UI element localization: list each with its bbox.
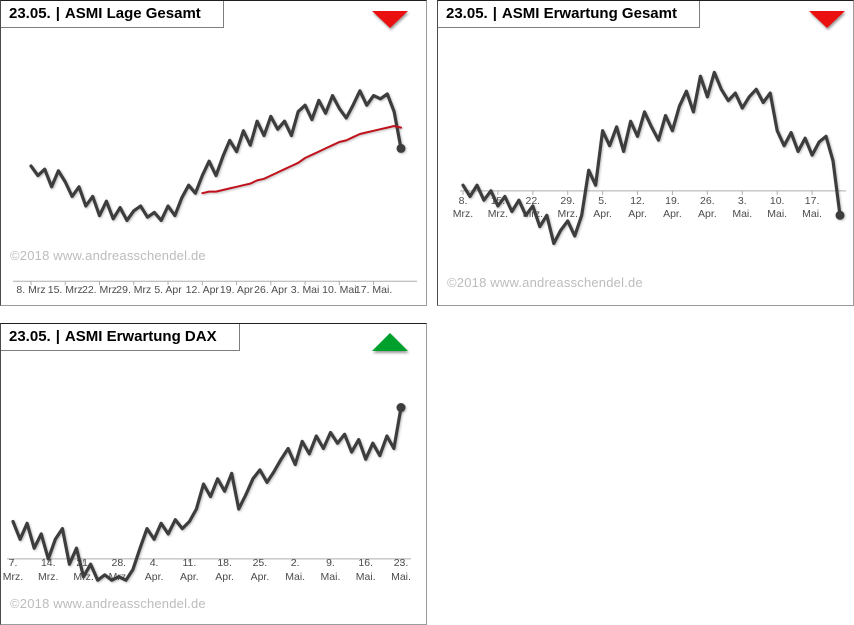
axis-tick-label: Apr. [145,571,164,583]
axis-tick-label: Mai. [356,571,376,583]
watermark: ©2018 www.andreasschendel.de [10,596,206,611]
axis-tick-label: 14. [41,557,56,569]
series-index_line [29,89,403,222]
title-name: ASMI Erwartung DAX [64,328,217,345]
axis-tick-label: Mai. [321,571,341,583]
axis-tick-label: 11. [182,557,196,569]
series-index_line [461,70,842,246]
axis-tick-label: Apr. [663,208,682,220]
axis-tick-label: 22. Mrz [82,284,117,296]
triangle-down-icon [372,11,408,28]
panel-asmi-lage-gesamt: 23.05. | ASMI Lage Gesamt 8. Mrz 15. Mrz 22.… [0,0,427,306]
axis-tick-label: 19. Apr [220,284,254,296]
axis-tick-label: Mrz. [558,208,578,220]
axis-tick-label: Mai. [391,571,411,583]
axis-tick-label: Apr. [180,571,199,583]
axis-tick-label: 10. Mai [322,284,356,296]
watermark: ©2018 www.andreasschendel.de [447,275,643,290]
title-separator: | [492,5,497,22]
series-end-dot [396,403,406,413]
axis-tick-label: 19. [665,195,680,207]
triangle-down-icon [809,11,845,28]
axis-tick-label: 8. [459,195,468,207]
title-separator: | [55,328,60,345]
panel-title: 23.05. | ASMI Erwartung DAX [1,324,240,351]
axis-tick-label: 8. Mrz [16,284,45,296]
watermark: ©2018 www.andreasschendel.de [10,248,206,263]
axis-tick-label: Mai. [767,208,787,220]
series-end-dot [396,143,406,153]
axis-tick-label: Apr. [628,208,647,220]
series-index_line [11,406,403,582]
title-date: 23.05. [9,328,51,345]
title-date: 23.05. [9,5,51,22]
axis-tick-label: 28. [112,557,127,569]
title-date: 23.05. [446,5,488,22]
chart-asmi-erwartung-dax: 7.Mrz.14.Mrz.21.Mrz.28.Mrz.4.Apr.11.Apr.… [3,403,411,583]
trend-arrow [372,333,408,351]
axis-tick-label: 3. [738,195,747,207]
axis-tick-label: 5. [598,195,607,207]
axis-tick-label: 17. [805,195,820,207]
axis-tick-label: 26. Apr [254,284,288,296]
axis-tick-label: 15. Mrz [48,284,83,296]
axis-tick-label: 17. Mai. [355,284,392,296]
axis-tick-label: 2. [291,557,300,569]
axis-tick-label: 4. [150,557,159,569]
axis-tick-label: Apr. [593,208,612,220]
axis-tick-label: 25. [253,557,268,569]
panel-title: 23.05. | ASMI Erwartung Gesamt [438,1,700,28]
triangle-up-icon [372,333,408,351]
axis-tick-label: 23. [394,557,409,569]
axis-tick-label: 22. [526,195,541,207]
series-trend_line [201,125,402,195]
axis-tick-label: 16. [358,557,373,569]
title-name: ASMI Erwartung Gesamt [501,5,677,22]
axis-tick-label: 18. [217,557,232,569]
axis-tick-label: 26. [700,195,715,207]
axis-tick-label: Mai. [285,571,305,583]
panel-asmi-erwartung-gesamt: 23.05. | ASMI Erwartung Gesamt 8. Mrz. 15. Mr… [437,0,854,306]
chart-asmi-erwartung-gesamt: 8.Mrz.15.Mrz.22.Mrz.29.Mrz.5.Apr.12.Apr.… [453,70,846,246]
axis-tick-label: 29. Mrz [116,284,151,296]
axis-tick-label: Mrz. [3,571,23,583]
axis-tick-label: 3. Mai [291,284,320,296]
axis-tick-label: 29. [560,195,575,207]
axis-tick-label: Apr. [215,571,234,583]
title-name: ASMI Lage Gesamt [64,5,201,22]
panel-title: 23.05. | ASMI Lage Gesamt [1,1,224,28]
trend-arrow [372,11,408,28]
axis-tick-label: Mrz. [38,571,58,583]
axis-tick-label: 7. [9,557,18,569]
axis-tick-label: 9. [326,557,335,569]
axis-tick-label: Mai. [802,208,822,220]
title-separator: | [55,5,60,22]
axis-tick-label: Mrz. [488,208,508,220]
axis-tick-label: 12. Apr [186,284,220,296]
panel-asmi-erwartung-dax: 23.05. | ASMI Erwartung DAX 7. Mrz. 14. Mrz. 2… [0,323,427,625]
axis-tick-label: 5. Apr [154,284,182,296]
axis-tick-label: Apr. [698,208,717,220]
axis-tick-label: Mrz. [453,208,473,220]
axis-tick-label: 10. [770,195,785,207]
axis-tick-label: Mai. [732,208,752,220]
axis-tick-label: Apr. [251,571,270,583]
trend-arrow [809,11,845,28]
series-end-dot [835,210,845,220]
chart-asmi-lage-gesamt: 8. Mrz 15. Mrz 22. Mrz 29. Mrz 5. Apr 12. Apr… [13,89,417,296]
axis-tick-label: 12. [630,195,645,207]
